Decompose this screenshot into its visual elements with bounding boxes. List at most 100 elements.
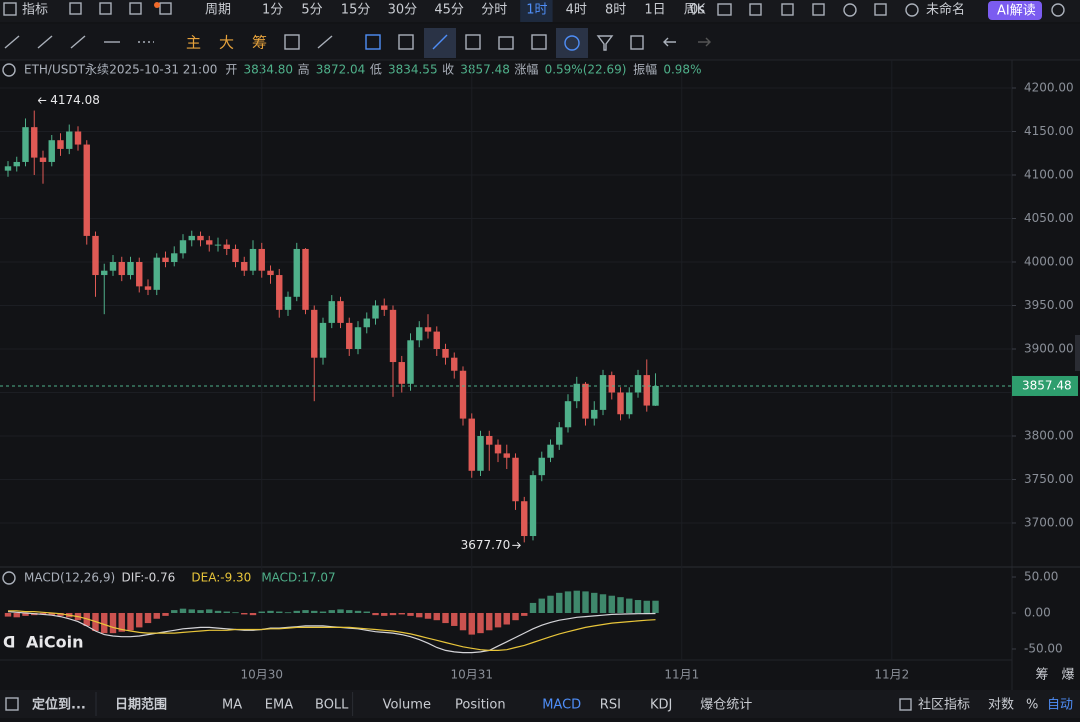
icon[interactable]: [874, 3, 887, 16]
interval-button[interactable]: 周K: [684, 3, 706, 18]
macd-bar: [363, 611, 370, 613]
chart-tool[interactable]: 筹: [252, 34, 267, 52]
icon[interactable]: [812, 3, 825, 16]
indicator-button[interactable]: Position: [455, 698, 506, 713]
period-button[interactable]: 周期: [205, 3, 231, 18]
collapse-icon[interactable]: [2, 63, 16, 77]
candle-body: [451, 357, 458, 371]
tool[interactable]: [531, 34, 547, 50]
edit-icon[interactable]: [899, 698, 912, 711]
x-tick-label: 11月2: [874, 668, 909, 682]
indicator-button[interactable]: MACD: [542, 698, 581, 713]
share-icon[interactable]: [1051, 3, 1065, 17]
tool[interactable]: [564, 35, 580, 51]
tool[interactable]: [70, 35, 86, 49]
tool[interactable]: [317, 35, 333, 49]
indicator-button[interactable]: MA: [222, 698, 242, 713]
candle-body: [74, 131, 82, 145]
tool[interactable]: [596, 35, 614, 51]
candle-body: [634, 375, 642, 393]
macd-bar: [389, 612, 397, 616]
x-tick-label: 10月31: [450, 668, 493, 682]
indicator-button[interactable]: RSI: [600, 698, 621, 713]
tool[interactable]: [465, 34, 481, 50]
icon[interactable]: [129, 2, 142, 15]
candle-body: [39, 157, 47, 162]
y-tick-label: 4200.00: [1024, 81, 1074, 95]
ai-button-bg[interactable]: [988, 1, 1042, 20]
tool[interactable]: [432, 34, 448, 50]
settings-icon[interactable]: [843, 3, 857, 17]
interval-button[interactable]: 30分: [388, 3, 418, 18]
cloud-icon[interactable]: [905, 3, 919, 17]
locate-button[interactable]: 定位到...: [31, 697, 86, 713]
icon[interactable]: [99, 2, 112, 15]
interval-button[interactable]: 1时: [526, 3, 547, 18]
percent-toggle[interactable]: %: [1026, 698, 1038, 713]
macd-bar: [127, 612, 134, 631]
chart-tool[interactable]: 大: [219, 34, 234, 52]
macd-bar: [354, 610, 362, 613]
calendar-icon[interactable]: [5, 697, 19, 711]
macd-bar: [179, 608, 187, 613]
macd-bar: [241, 612, 248, 615]
undo[interactable]: [663, 37, 676, 47]
side-button[interactable]: 爆: [1061, 668, 1074, 683]
auto-toggle[interactable]: 自动: [1047, 698, 1073, 713]
community-button[interactable]: 社区指标: [918, 697, 970, 713]
interval-button[interactable]: 4时: [566, 3, 587, 18]
tool[interactable]: [284, 34, 300, 50]
indicator-button[interactable]: 爆仓统计: [700, 698, 752, 713]
interval-button[interactable]: 45分: [434, 3, 464, 18]
tool[interactable]: [365, 34, 381, 50]
macd-bar: [626, 598, 633, 613]
interval-button[interactable]: 1日: [644, 3, 665, 18]
interval-button[interactable]: 15分: [341, 3, 371, 18]
indicator-button[interactable]: BOLL: [315, 698, 349, 713]
range-button[interactable]: 日期范围: [115, 697, 167, 713]
macd-bar: [599, 594, 607, 613]
macd-bar: [512, 612, 519, 621]
indicator-icon[interactable]: [3, 2, 17, 16]
layout-name[interactable]: 未命名: [926, 2, 965, 18]
icon[interactable]: [749, 3, 762, 16]
macd-bar: [101, 612, 108, 634]
icon[interactable]: [69, 2, 82, 15]
candle-body: [293, 248, 300, 297]
tool[interactable]: [37, 35, 53, 49]
macd-bar: [136, 612, 143, 628]
candle-body: [258, 248, 265, 271]
info-text: 3834.55: [388, 63, 438, 77]
candle-body: [92, 235, 99, 276]
y-tick-label: 4150.00: [1024, 124, 1074, 138]
y-tick-label: 4050.00: [1024, 211, 1074, 225]
candle-body: [319, 322, 327, 358]
log-toggle[interactable]: 对数: [988, 698, 1014, 713]
macd-bar: [232, 612, 239, 614]
icon[interactable]: [159, 2, 172, 15]
collapse-icon[interactable]: [2, 571, 16, 585]
side-button[interactable]: 筹: [1035, 667, 1048, 683]
icon[interactable]: [781, 3, 794, 16]
tool[interactable]: [398, 34, 414, 50]
chart-tool[interactable]: 主: [186, 34, 201, 52]
x-tick-label: 10月30: [240, 668, 283, 682]
macd-bar: [573, 590, 580, 613]
candle-body: [529, 475, 537, 537]
tool[interactable]: [498, 36, 514, 50]
ai-button[interactable]: AI解读: [997, 4, 1036, 19]
macd-line: [8, 610, 656, 651]
tool[interactable]: [630, 35, 644, 50]
indicators-button[interactable]: 指标: [22, 3, 48, 18]
interval-button[interactable]: 5分: [301, 3, 322, 18]
interval-button[interactable]: 8时: [605, 3, 626, 18]
indicator-button[interactable]: Volume: [383, 698, 431, 713]
side-handle[interactable]: [1075, 335, 1080, 371]
interval-button[interactable]: 1分: [262, 3, 283, 18]
redo[interactable]: [698, 37, 711, 47]
tool[interactable]: [4, 35, 20, 49]
icon[interactable]: [717, 3, 732, 16]
interval-button[interactable]: 分时: [481, 3, 507, 18]
indicator-button[interactable]: EMA: [265, 698, 293, 713]
indicator-button[interactable]: KDJ: [650, 698, 672, 713]
